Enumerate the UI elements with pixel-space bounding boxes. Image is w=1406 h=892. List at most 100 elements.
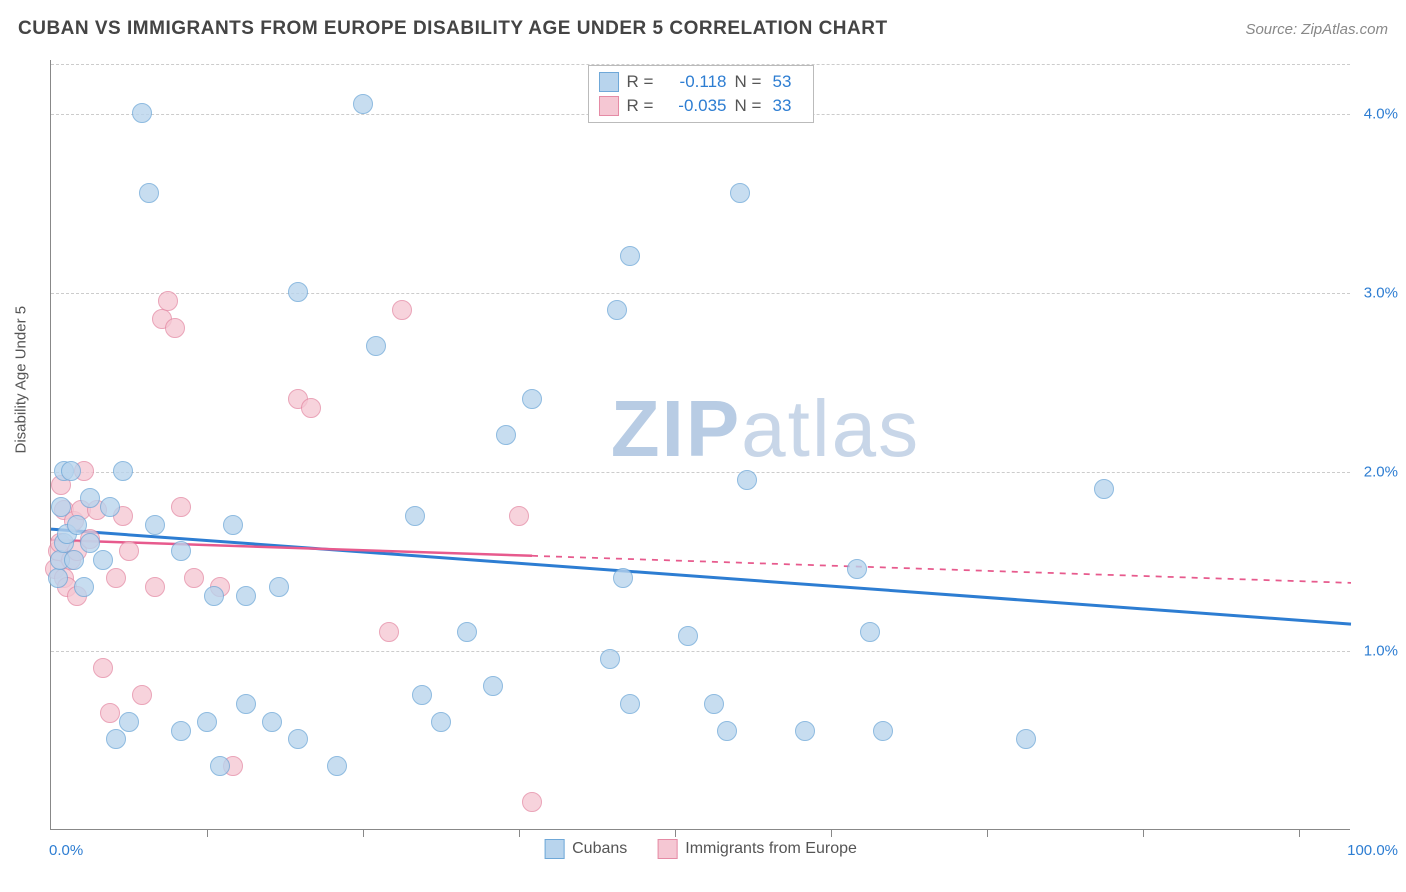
- scatter-point: [620, 694, 640, 714]
- stat-n-value-europe: 33: [773, 96, 803, 116]
- scatter-point: [301, 398, 321, 418]
- scatter-point: [412, 685, 432, 705]
- stat-n-label: N =: [735, 72, 765, 92]
- scatter-point: [80, 488, 100, 508]
- x-tick: [1143, 829, 1144, 837]
- scatter-point: [262, 712, 282, 732]
- scatter-point: [51, 497, 71, 517]
- scatter-point: [379, 622, 399, 642]
- scatter-point: [165, 318, 185, 338]
- scatter-point: [873, 721, 893, 741]
- swatch-europe: [599, 96, 619, 116]
- scatter-point: [171, 541, 191, 561]
- scatter-point: [139, 183, 159, 203]
- scatter-point: [93, 658, 113, 678]
- scatter-point: [795, 721, 815, 741]
- scatter-point: [184, 568, 204, 588]
- scatter-point: [483, 676, 503, 696]
- scatter-point: [67, 515, 87, 535]
- scatter-point: [158, 291, 178, 311]
- scatter-point: [509, 506, 529, 526]
- legend-bottom: Cubans Immigrants from Europe: [544, 839, 857, 859]
- scatter-point: [737, 470, 757, 490]
- scatter-point: [106, 729, 126, 749]
- stat-r-label: R =: [627, 96, 657, 116]
- stat-n-value-cubans: 53: [773, 72, 803, 92]
- scatter-point: [204, 586, 224, 606]
- scatter-point: [366, 336, 386, 356]
- x-tick: [519, 829, 520, 837]
- legend-item-europe: Immigrants from Europe: [657, 839, 857, 859]
- scatter-point: [171, 497, 191, 517]
- x-tick: [831, 829, 832, 837]
- legend-item-cubans: Cubans: [544, 839, 627, 859]
- scatter-point: [74, 577, 94, 597]
- x-tick: [207, 829, 208, 837]
- x-tick: [987, 829, 988, 837]
- scatter-point: [236, 586, 256, 606]
- scatter-point: [405, 506, 425, 526]
- scatter-point: [197, 712, 217, 732]
- scatter-point: [496, 425, 516, 445]
- source-label: Source: ZipAtlas.com: [1245, 21, 1388, 38]
- scatter-point: [730, 183, 750, 203]
- scatter-point: [288, 282, 308, 302]
- scatter-point: [145, 577, 165, 597]
- scatter-point: [171, 721, 191, 741]
- chart-title: CUBAN VS IMMIGRANTS FROM EUROPE DISABILI…: [18, 18, 888, 40]
- scatter-point: [145, 515, 165, 535]
- scatter-point: [1016, 729, 1036, 749]
- scatter-point: [119, 541, 139, 561]
- stat-r-value-cubans: -0.118: [665, 72, 727, 92]
- x-tick: [363, 829, 364, 837]
- scatter-point: [522, 389, 542, 409]
- y-axis-label: Disability Age Under 5: [13, 305, 30, 453]
- y-tick-label: 3.0%: [1364, 284, 1398, 301]
- x-tick: [1299, 829, 1300, 837]
- swatch-europe: [657, 839, 677, 859]
- y-tick-label: 2.0%: [1364, 463, 1398, 480]
- scatter-point: [132, 103, 152, 123]
- trend-lines: [51, 60, 1351, 830]
- scatter-point: [106, 568, 126, 588]
- scatter-point: [61, 461, 81, 481]
- swatch-cubans: [544, 839, 564, 859]
- stat-r-label: R =: [627, 72, 657, 92]
- scatter-point: [327, 756, 347, 776]
- stats-row-europe: R = -0.035 N = 33: [599, 94, 803, 118]
- swatch-cubans: [599, 72, 619, 92]
- scatter-point: [353, 94, 373, 114]
- scatter-point: [210, 756, 230, 776]
- scatter-point: [93, 550, 113, 570]
- x-axis-max-label: 100.0%: [1347, 842, 1398, 859]
- scatter-point: [678, 626, 698, 646]
- scatter-point: [288, 729, 308, 749]
- scatter-point: [600, 649, 620, 669]
- scatter-point: [613, 568, 633, 588]
- scatter-point: [717, 721, 737, 741]
- scatter-point: [431, 712, 451, 732]
- scatter-point: [269, 577, 289, 597]
- x-axis-min-label: 0.0%: [49, 842, 83, 859]
- stats-legend-box: R = -0.118 N = 53 R = -0.035 N = 33: [588, 65, 814, 123]
- scatter-point: [620, 246, 640, 266]
- legend-label-cubans: Cubans: [572, 840, 627, 858]
- scatter-point: [847, 559, 867, 579]
- scatter-point: [113, 461, 133, 481]
- scatter-point: [236, 694, 256, 714]
- scatter-point: [100, 703, 120, 723]
- scatter-point: [132, 685, 152, 705]
- scatter-point: [80, 533, 100, 553]
- scatter-point: [457, 622, 477, 642]
- scatter-point: [522, 792, 542, 812]
- scatter-point: [1094, 479, 1114, 499]
- scatter-point: [223, 515, 243, 535]
- scatter-point: [392, 300, 412, 320]
- scatter-point: [704, 694, 724, 714]
- stat-n-label: N =: [735, 96, 765, 116]
- scatter-point: [64, 550, 84, 570]
- y-tick-label: 1.0%: [1364, 642, 1398, 659]
- legend-label-europe: Immigrants from Europe: [685, 840, 857, 858]
- scatter-point: [119, 712, 139, 732]
- chart-plot-area: ZIPatlas Disability Age Under 5 1.0%2.0%…: [50, 60, 1350, 830]
